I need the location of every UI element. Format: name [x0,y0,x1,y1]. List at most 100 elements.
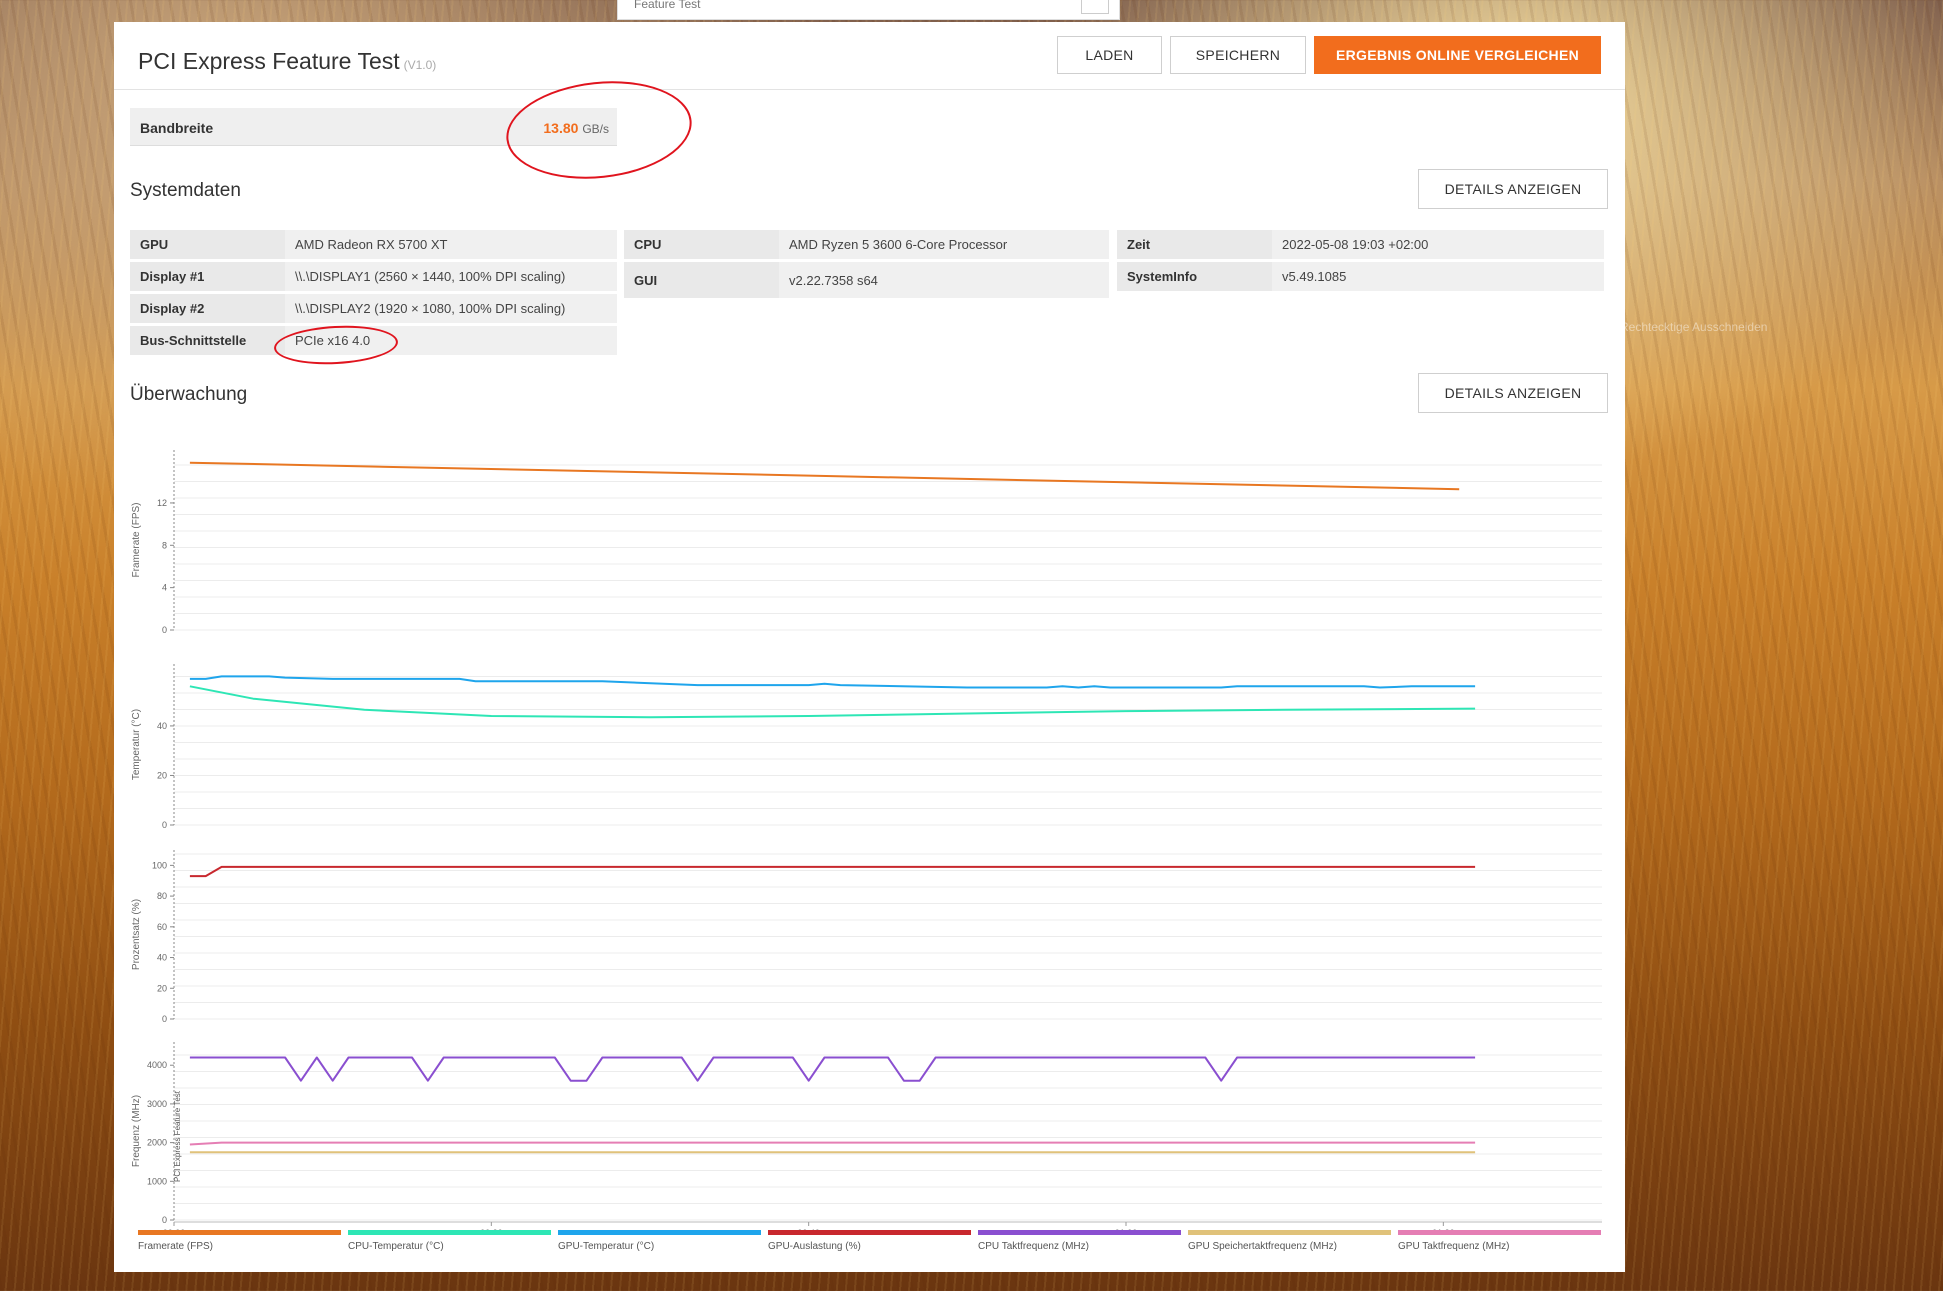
system-table-2: CPU AMD Ryzen 5 3600 6-Core Processor GUI… [624,227,1109,301]
legend-color-bar [1188,1230,1391,1235]
system-table-3: Zeit 2022-05-08 19:03 +02:00 SystemInfo v5… [1117,227,1604,294]
y-tick-label: 0 [162,1014,167,1024]
series-line [189,461,1460,491]
series-line [189,675,1476,689]
series-line [189,685,1476,719]
y-tick-label: 4 [162,583,167,593]
panel-header: PCI Express Feature Test (V1.0) LADEN SPE… [114,22,1625,90]
legend-color-bar [1398,1230,1601,1235]
row-key: Bus-Schnittstelle [130,326,285,355]
table-row: CPU AMD Ryzen 5 3600 6-Core Processor [624,230,1109,259]
series-line [189,1141,1476,1146]
bandwidth-number: 13.80 [543,120,579,136]
row-value: \\.\DISPLAY1 (2560 × 1440, 100% DPI scal… [285,262,617,291]
system-details-button[interactable]: DETAILS ANZEIGEN [1418,169,1608,209]
legend-label: GPU Speichertaktfrequenz (MHz) [1188,1241,1337,1252]
legend-item[interactable]: Framerate (FPS) [138,1230,341,1252]
legend-color-bar [348,1230,551,1235]
legend-label: CPU-Temperatur (°C) [348,1241,444,1252]
y-axis-label: Framerate (FPS) [131,502,142,577]
y-tick-label: 20 [157,983,167,993]
legend-item[interactable]: GPU-Temperatur (°C) [558,1230,761,1252]
y-tick-label: 80 [157,891,167,901]
bandwidth-row: Bandbreite 13.80 GB/s [130,108,617,146]
table-row: GUI v2.22.7358 s64 [624,262,1109,298]
y-tick-label: 40 [157,721,167,731]
legend-label: CPU Taktfrequenz (MHz) [978,1241,1089,1252]
background-window-title: Feature Test [634,0,701,11]
y-axis-label: Frequenz (MHz) [131,1095,142,1167]
version-label: (V1.0) [403,58,437,72]
series-line [189,1056,1476,1082]
hint-text: Rechtecktige Ausschneiden [1620,320,1768,335]
load-button[interactable]: LADEN [1057,36,1162,74]
y-tick-label: 0 [162,820,167,830]
monitoring-details-button[interactable]: DETAILS ANZEIGEN [1418,373,1608,413]
row-value: AMD Radeon RX 5700 XT [285,230,617,259]
y-tick-label: 12 [157,498,167,508]
y-tick-label: 20 [157,770,167,780]
compare-online-button[interactable]: ERGEBNIS ONLINE VERGLEICHEN [1314,36,1601,74]
bandwidth-label: Bandbreite [140,120,214,136]
system-table-1: GPU AMD Radeon RX 5700 XT Display #1 \\.\D… [130,227,617,358]
bandwidth-value: 13.80 GB/s [543,120,609,136]
table-row: GPU AMD Radeon RX 5700 XT [130,230,617,259]
row-value: AMD Ryzen 5 3600 6-Core Processor [779,230,1109,259]
save-button[interactable]: SPEICHERN [1170,36,1306,74]
legend-item[interactable]: GPU Taktfrequenz (MHz) [1398,1230,1601,1252]
row-value: v5.49.1085 [1272,262,1604,291]
legend-color-bar [138,1230,341,1235]
y-tick-label: 0 [162,1215,167,1225]
row-value: PCIe x16 4.0 [285,326,617,355]
row-value: \\.\DISPLAY2 (1920 × 1080, 100% DPI scal… [285,294,617,323]
y-tick-label: 2000 [147,1138,167,1148]
legend-color-bar [768,1230,971,1235]
table-row: Display #1 \\.\DISPLAY1 (2560 × 1440, 100… [130,262,617,291]
y-axis-label: Prozentsatz (%) [131,899,142,970]
background-window-button [1081,0,1109,14]
row-key: Display #1 [130,262,285,291]
chart-legend: Framerate (FPS) CPU-Temperatur (°C) GPU-Te… [138,1230,1605,1270]
monitoring-chart: 0 4 8 12 Framerate (FPS) 0 20 40 Temperatur (°C)… [130,442,1620,1291]
legend-item[interactable]: CPU-Temperatur (°C) [348,1230,551,1252]
legend-label: Framerate (FPS) [138,1241,214,1252]
page-title: PCI Express Feature Test (V1.0) [138,48,436,75]
legend-item[interactable]: CPU Taktfrequenz (MHz) [978,1230,1181,1252]
y-axis-label: Temperatur (°C) [131,709,142,780]
legend-label: GPU-Auslastung (%) [768,1241,861,1252]
legend-item[interactable]: GPU Speichertaktfrequenz (MHz) [1188,1230,1391,1252]
table-row: SystemInfo v5.49.1085 [1117,262,1604,291]
table-row: Display #2 \\.\DISPLAY2 (1920 × 1080, 100… [130,294,617,323]
y-tick-label: 3000 [147,1099,167,1109]
row-key: GPU [130,230,285,259]
background-window-fragment: Feature Test [617,0,1120,20]
table-row: Zeit 2022-05-08 19:03 +02:00 [1117,230,1604,259]
row-key: Zeit [1117,230,1272,259]
monitoring-title: Überwachung [130,384,248,405]
bandwidth-unit: GB/s [582,122,609,136]
vertical-chart-label: PCI Express Feature Test [173,1090,182,1182]
row-value: 2022-05-08 19:03 +02:00 [1272,230,1604,259]
row-value: v2.22.7358 s64 [779,262,1109,298]
system-data-title: Systemdaten [130,180,241,201]
legend-color-bar [558,1230,761,1235]
legend-color-bar [978,1230,1181,1235]
y-tick-label: 40 [157,953,167,963]
monitoring-chart-svg: 0 4 8 12 Framerate (FPS) 0 20 40 Temperatur (°C)… [131,450,1602,1232]
row-key: SystemInfo [1117,262,1272,291]
row-key: GUI [624,262,779,298]
y-tick-label: 1000 [147,1176,167,1186]
series-line [189,865,1476,878]
result-panel: PCI Express Feature Test (V1.0) LADEN SPE… [114,22,1625,1272]
page-title-text: PCI Express Feature Test [138,48,400,74]
row-key: CPU [624,230,779,259]
y-tick-label: 4000 [147,1060,167,1070]
y-tick-label: 0 [162,625,167,635]
y-tick-label: 60 [157,922,167,932]
table-row: Bus-Schnittstelle PCIe x16 4.0 [130,326,617,355]
y-tick-label: 100 [152,860,167,870]
legend-label: GPU Taktfrequenz (MHz) [1398,1241,1510,1252]
legend-label: GPU-Temperatur (°C) [558,1241,655,1252]
row-key: Display #2 [130,294,285,323]
legend-item[interactable]: GPU-Auslastung (%) [768,1230,971,1252]
